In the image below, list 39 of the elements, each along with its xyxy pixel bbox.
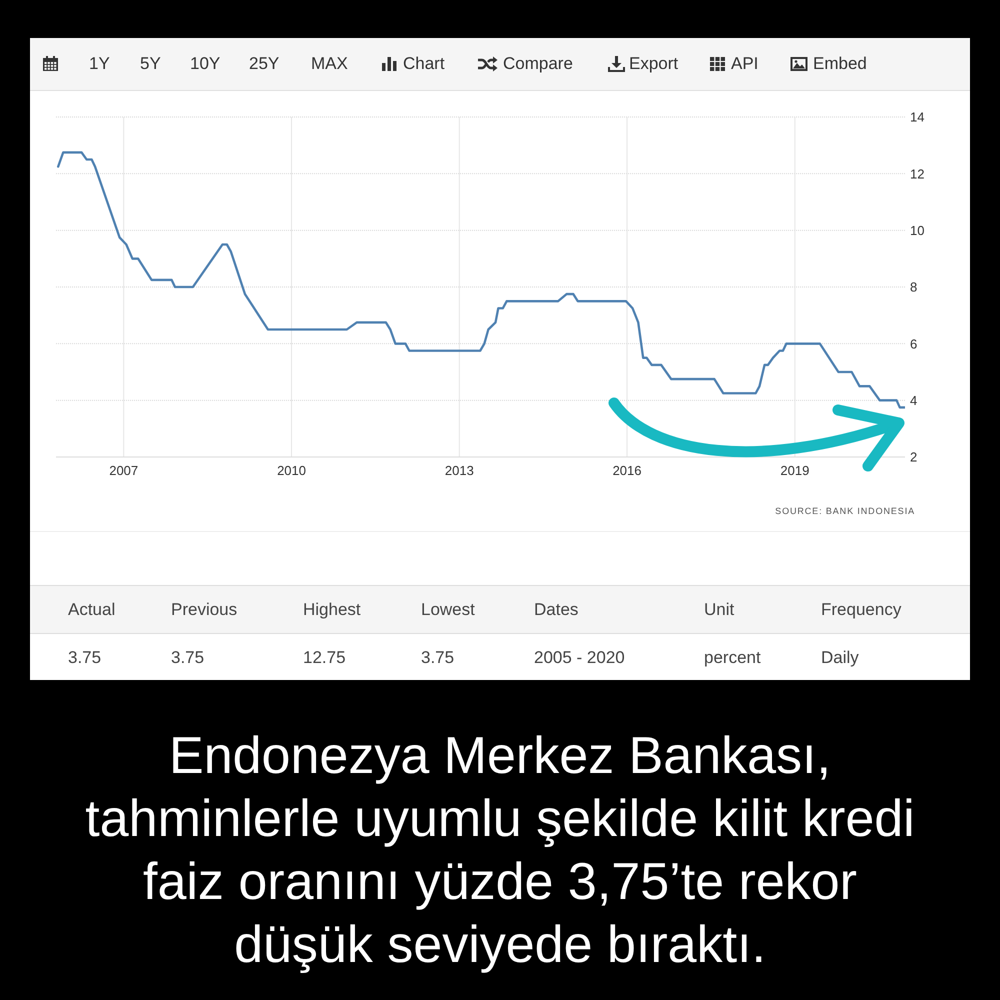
x-tick-label: 2010 (277, 463, 306, 478)
x-tick-label: 2016 (612, 463, 642, 478)
y-tick-label: 2 (910, 450, 918, 465)
text: percent (704, 648, 761, 668)
text: Previous (171, 600, 238, 620)
source-note: SOURCE: BANK INDONESIA (775, 506, 915, 516)
text: 3.75 (68, 648, 102, 668)
text: MAX (311, 54, 348, 74)
line-series (56, 151, 905, 409)
y-tick-label: 8 (910, 280, 918, 295)
text: 3.75 (171, 648, 204, 668)
y-tick-label: 12 (910, 166, 924, 182)
text: 25Y (249, 54, 280, 74)
x-tick-label: 2019 (780, 463, 810, 478)
text: 2005 - 2020 (534, 648, 625, 668)
text: Dates (534, 600, 578, 620)
text: Compare (503, 54, 573, 74)
text: Endonezya Merkez Bankası, tahminlerle uyumlu şekilde kilit kredi faiz oranını yüzde 3,75’te rekor düşük seviyede bıraktı. (84, 726, 916, 976)
text: Export (629, 54, 678, 74)
text: 10Y (190, 54, 220, 74)
text: Chart (403, 54, 445, 74)
text: Highest (303, 600, 361, 620)
text: API (731, 54, 758, 74)
x-tick-label: 2007 (109, 463, 138, 478)
y-tick-label: 14 (910, 110, 924, 125)
text: Unit (704, 600, 734, 620)
text: 1Y (89, 54, 110, 74)
y-tick-label: 10 (910, 222, 924, 238)
text: 12.75 (303, 648, 346, 668)
y-tick-label: 4 (910, 392, 918, 408)
x-tick-label: 2013 (444, 463, 474, 478)
text: Frequency (821, 600, 902, 620)
text: 5Y (140, 54, 161, 74)
y-tick-label: 6 (910, 336, 918, 352)
text: Actual (68, 600, 116, 620)
text: 3.75 (421, 648, 454, 668)
text: Embed (813, 54, 867, 74)
text: Lowest (421, 600, 475, 620)
text: Daily (821, 648, 859, 668)
